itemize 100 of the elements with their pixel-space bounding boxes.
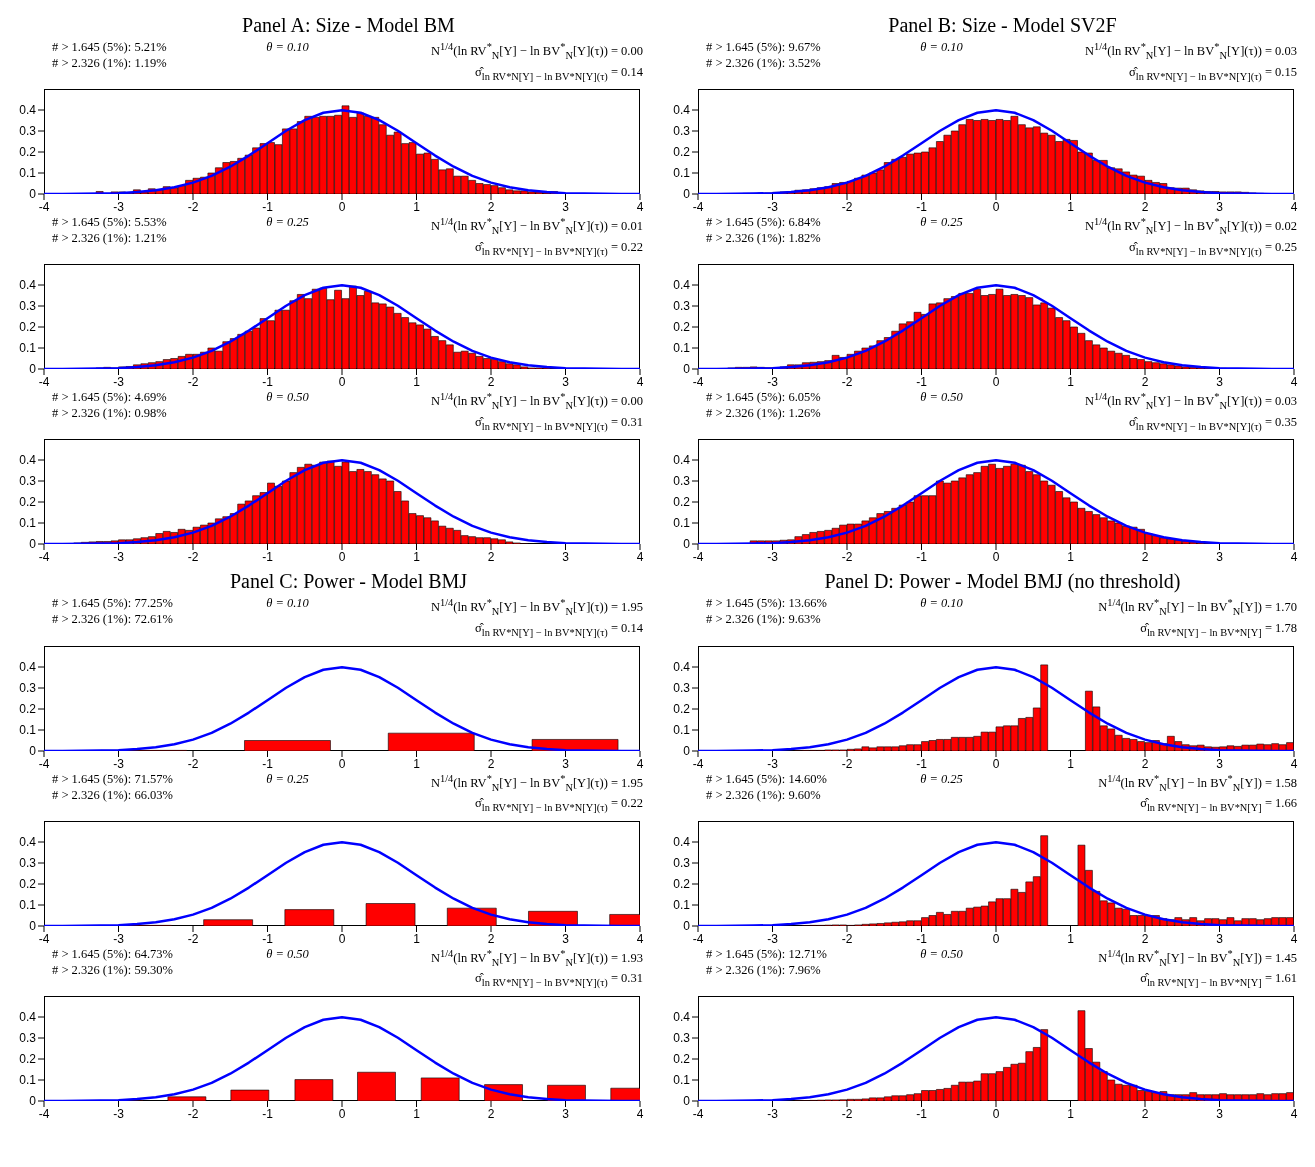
text: # > 1.645 (5%): 12.71% [706,945,828,962]
chart-title: θ = 0.50 [266,389,309,406]
x-tick-label: -1 [916,374,928,389]
x-tick-label: 3 [562,931,570,946]
x-tick-label: 3 [1216,1106,1224,1121]
y-tick-label: 0.2 [673,1052,691,1067]
text: N$^{1/4}$(ln RV$^{*}$$_{N}$[Y] − ln BV$^{*}$$_{N}$[Y]) = 1.58 [1098,772,1297,793]
x-tick-label: -3 [767,1106,779,1121]
text: N$^{1/4}$(ln RV$^{*}$$_{N}$[Y] − ln BV$^{*}$$_{N}$[Y](τ)) = 0.02 [1084,216,1297,236]
x-tick-label: 2 [487,756,495,771]
text: # > 2.326 (1%): 1.21% [52,230,168,247]
y-tick-label: 0 [29,537,37,552]
text: σ̂$_{ln RV*N[Y] − ln BV*N[Y](τ)}$ = 0.35 [1128,413,1297,434]
y-tick-label: 0.1 [19,1073,37,1088]
chart-subtitle: θ = 0.10 [920,595,963,612]
text: # > 1.645 (5%): 14.60% [706,770,828,787]
text: σ̂$_{ln RV*N[Y] − ln BV*N[Y](τ)}$ = 0.14 [474,620,643,640]
x-tick-label: -1 [262,756,274,771]
x-tick-label: 2 [1141,756,1149,771]
y-tick-label: 0 [683,1094,691,1109]
y-tick-label: 0.3 [673,299,691,314]
text: N$^{1/4}$(ln RV$^{*}$$_{N}$[Y] − ln BV$^{*}$$_{N}$[Y](τ)) = 1.95 [430,772,643,793]
text: # > 1.645 (5%): 6.05% [706,389,822,406]
x-tick-label: -1 [262,1106,274,1121]
text: # > 2.326 (1%): 1.82% [706,230,822,247]
text: # > 2.326 (1%): 1.19% [52,55,168,71]
x-tick-label: 0 [992,549,1000,564]
x-tick-label: 1 [413,931,421,946]
x-tick-label: -1 [916,549,928,564]
x-tick-label: 3 [1216,549,1224,564]
y-tick-label: 0.1 [673,341,691,356]
x-tick-label: -1 [262,374,274,389]
y-tick-label: 0.3 [19,474,37,489]
x-tick-label: -4 [692,549,704,564]
y-tick-label: 0.2 [19,701,37,716]
x-tick-label: -2 [841,931,853,946]
y-tick-label: 0.1 [19,166,37,181]
y-tick-label: 0 [683,187,691,202]
text: # > 1.645 (5%): 6.84% [706,214,822,231]
x-tick-label: 1 [413,1106,421,1121]
x-tick-label: 3 [1216,931,1224,946]
x-tick-label: 1 [413,756,421,771]
chart-subtitle: θ = 0.10 [920,39,963,55]
x-tick-label: -4 [692,374,704,389]
y-tick-label: 0 [683,743,691,758]
y-tick-label: 0.3 [19,1031,37,1046]
text: σ̂$_{ln RV*N[Y] − ln BV*N[Y](τ)}$ = 0.14 [474,63,643,84]
text: σ̂$_{ln RV*N[Y] − ln BV*N[Y]}$ = 1.78 [1139,620,1297,640]
x-tick-label: 4 [636,199,644,214]
x-tick-label: -2 [187,1106,199,1121]
x-tick-label: -1 [916,756,928,771]
x-tick-label: 1 [413,549,421,564]
x-tick-label: -2 [187,374,199,389]
x-tick-label: 1 [1067,931,1075,946]
y-tick-label: 0 [29,743,37,758]
y-tick-label: 0.1 [673,1073,691,1088]
x-tick-label: 2 [487,931,495,946]
y-tick-label: 0.3 [673,474,691,489]
chart-title: θ = 0.50 [920,945,963,962]
x-tick-label: -3 [113,756,125,771]
text: N$^{1/4}$(ln RV$^{*}$$_{N}$[Y] − ln BV$^{*}$$_{N}$[Y](τ)) = 1.93 [430,947,643,968]
y-tick-label: 0.2 [673,877,691,892]
y-tick-label: 0.2 [19,495,37,510]
x-tick-label: 3 [562,199,570,214]
x-tick-label: 2 [487,199,495,214]
y-tick-label: 0.3 [19,124,37,139]
x-tick-label: -4 [38,374,50,389]
chart-title: θ = 0.25 [920,214,963,231]
x-tick-label: 3 [1216,199,1224,214]
text: σ̂$_{ln RV*N[Y] − ln BV*N[Y](τ)}$ = 0.25 [1128,238,1297,259]
y-tick-label: 0.4 [19,453,37,468]
y-tick-label: 0.2 [673,145,691,160]
text: # > 1.645 (5%): 9.67% [706,39,822,55]
x-tick-label: -2 [187,199,199,214]
x-tick-label: -4 [692,199,704,214]
x-tick-label: 4 [1290,1106,1298,1121]
x-tick-label: -3 [113,549,125,564]
chart-subtitle: θ = 0.10 [266,39,309,55]
x-tick-label: 4 [1290,756,1298,771]
x-tick-label: -4 [692,931,704,946]
x-tick-label: 0 [338,931,346,946]
y-tick-label: 0.1 [673,898,691,913]
x-tick-label: 2 [1141,931,1149,946]
x-tick-label: 2 [1141,199,1149,214]
x-tick-label: 4 [1290,374,1298,389]
x-tick-label: -4 [38,931,50,946]
x-tick-label: 1 [1067,549,1075,564]
chart-title: θ = 0.50 [920,389,963,406]
text: # > 2.326 (1%): 0.98% [52,405,168,422]
x-tick-label: -3 [767,199,779,214]
text: σ̂$_{ln RV*N[Y] − ln BV*N[Y](τ)}$ = 0.15 [1128,63,1297,84]
x-tick-label: 2 [1141,549,1149,564]
text: σ̂$_{ln RV*N[Y] − ln BV*N[Y]}$ = 1.66 [1139,795,1297,815]
x-tick-label: -2 [841,199,853,214]
x-tick-label: 1 [1067,1106,1075,1121]
chart-title: Panel D: Power - Model BMJ (no threshold) [823,570,1182,594]
text: N$^{1/4}$(ln RV$^{*}$$_{N}$[Y] − ln BV$^{*}$$_{N}$[Y](τ)) = 0.03 [1084,41,1297,61]
y-tick-label: 0.4 [19,1010,37,1025]
x-tick-label: -2 [187,549,199,564]
y-tick-label: 0.4 [673,278,691,293]
